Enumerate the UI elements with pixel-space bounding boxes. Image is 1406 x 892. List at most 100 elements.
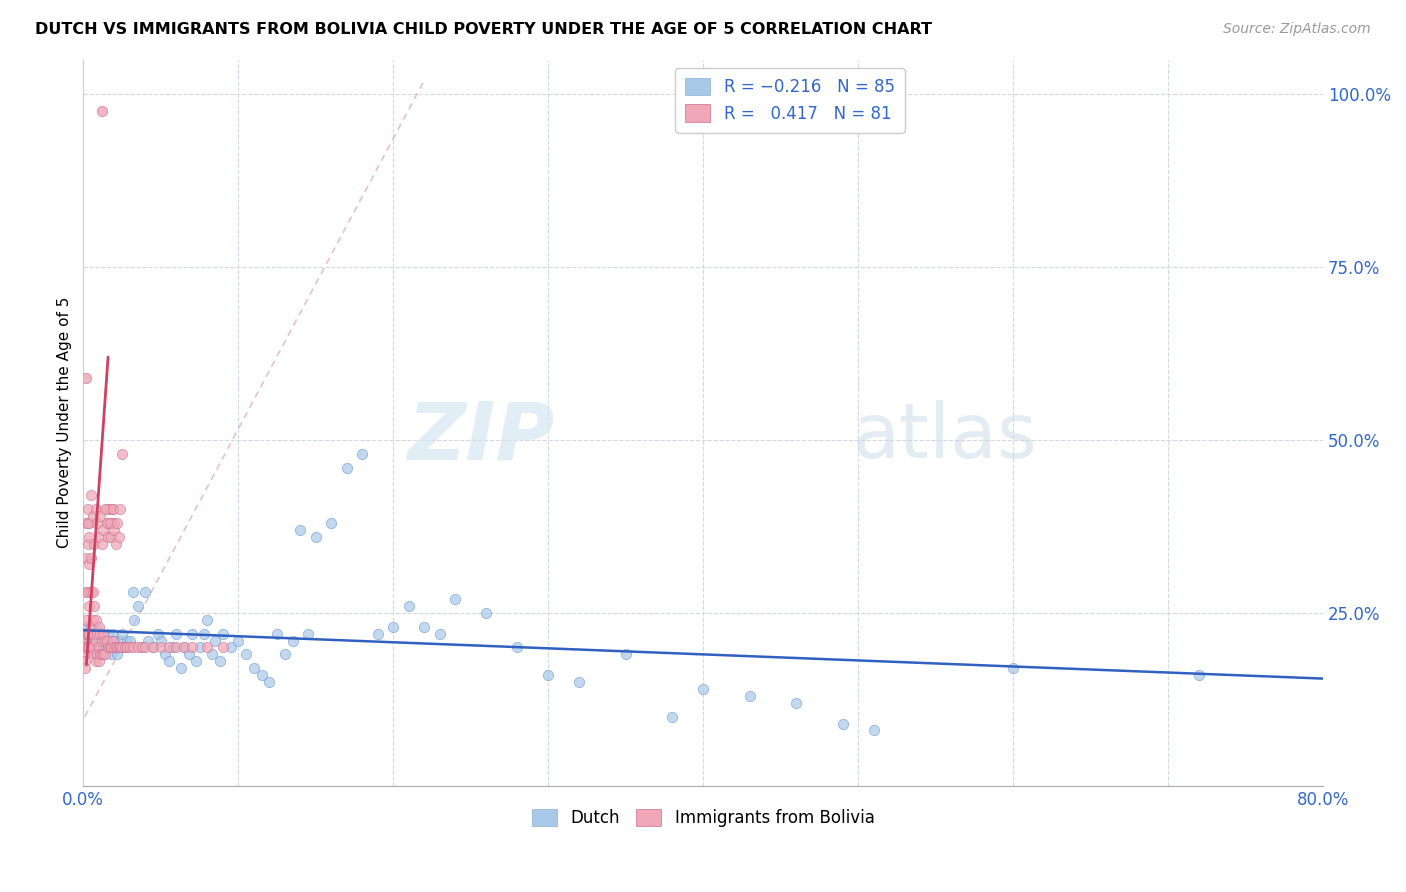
Point (149, 640, 172, 655)
Point (862, 723, 884, 738)
Point (89, 640, 111, 655)
Point (83, 537, 105, 551)
Point (97, 626, 120, 640)
Point (105, 640, 128, 655)
Point (738, 689, 761, 703)
Y-axis label: Child Poverty Under the Age of 5: Child Poverty Under the Age of 5 (58, 297, 72, 549)
Point (297, 626, 319, 640)
Point (79, 640, 101, 655)
Point (100, 648, 122, 662)
Point (90, 537, 112, 551)
Point (101, 626, 124, 640)
Point (94, 633, 117, 648)
Point (104, 640, 127, 655)
Point (193, 626, 215, 640)
Point (98, 516, 121, 530)
Point (413, 620, 436, 634)
Point (274, 648, 297, 662)
Point (692, 681, 714, 696)
Point (97, 516, 120, 530)
Point (94, 502, 117, 516)
Point (134, 585, 156, 599)
Point (108, 530, 131, 544)
Point (219, 640, 242, 655)
Point (93, 523, 115, 537)
Point (305, 530, 328, 544)
Point (211, 626, 233, 640)
Point (122, 640, 145, 655)
Point (110, 633, 132, 648)
Point (186, 654, 208, 668)
Point (103, 640, 125, 655)
Point (96, 640, 118, 655)
Point (89, 648, 111, 662)
Point (82, 640, 104, 655)
Point (80, 585, 103, 599)
Point (73, 648, 96, 662)
Point (142, 640, 165, 655)
Point (195, 640, 218, 655)
Point (165, 626, 187, 640)
Point (115, 633, 138, 648)
Point (75, 550, 97, 565)
Point (73, 633, 96, 648)
Point (114, 640, 136, 655)
Point (100, 640, 122, 655)
Point (84, 633, 107, 648)
Text: ZIP: ZIP (408, 398, 554, 476)
Point (90, 633, 112, 648)
Point (173, 640, 195, 655)
Point (90, 648, 112, 662)
Point (398, 599, 420, 613)
Point (73, 661, 96, 675)
Point (170, 661, 193, 675)
Point (250, 668, 273, 682)
Text: atlas: atlas (852, 401, 1036, 475)
Point (101, 633, 124, 648)
Point (84, 502, 107, 516)
Point (96, 516, 118, 530)
Point (94, 633, 117, 648)
Point (96, 502, 118, 516)
Point (110, 640, 132, 655)
Point (131, 640, 153, 655)
Point (105, 516, 128, 530)
Point (80, 550, 103, 565)
Point (90, 104, 112, 119)
Point (127, 599, 149, 613)
Point (204, 633, 226, 648)
Point (134, 640, 156, 655)
Point (77, 537, 100, 551)
Point (77, 626, 100, 640)
Point (86, 626, 108, 640)
Point (155, 648, 177, 662)
Point (281, 633, 304, 648)
Point (142, 640, 165, 655)
Point (79, 599, 101, 613)
Point (89, 509, 111, 524)
Point (82, 585, 104, 599)
Point (82, 613, 104, 627)
Point (100, 516, 122, 530)
Point (195, 613, 218, 627)
Point (79, 626, 101, 640)
Point (80, 620, 103, 634)
Point (108, 640, 131, 655)
Point (82, 633, 104, 648)
Point (103, 633, 125, 648)
Point (89, 626, 111, 640)
Point (226, 633, 249, 648)
Point (80, 640, 103, 655)
Point (1002, 661, 1025, 675)
Point (84, 654, 107, 668)
Point (831, 716, 853, 731)
Point (127, 640, 149, 655)
Point (131, 640, 153, 655)
Point (77, 633, 100, 648)
Point (75, 370, 97, 384)
Point (785, 696, 807, 710)
Point (86, 626, 108, 640)
Point (77, 585, 100, 599)
Point (73, 640, 96, 655)
Point (93, 626, 115, 640)
